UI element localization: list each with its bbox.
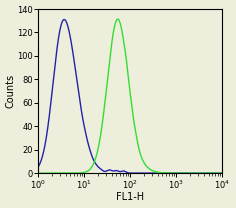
X-axis label: FL1-H: FL1-H (116, 192, 144, 202)
Y-axis label: Counts: Counts (6, 74, 16, 108)
